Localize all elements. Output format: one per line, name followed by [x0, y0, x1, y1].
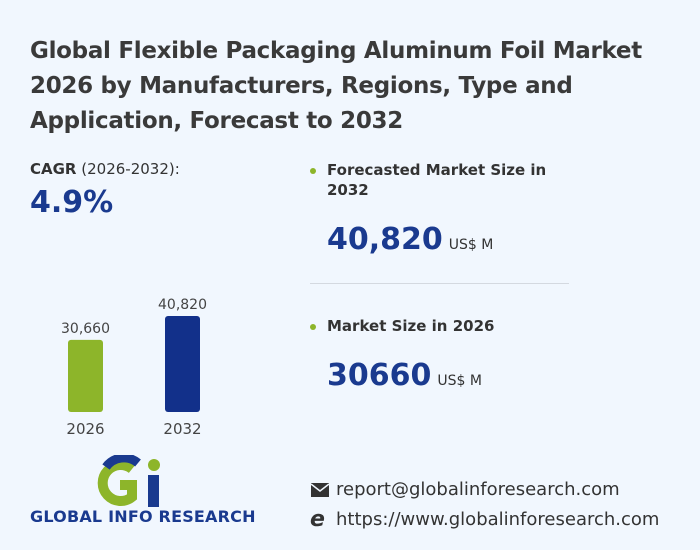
bar-2026 [68, 339, 103, 412]
category-label: 2032 [163, 420, 201, 438]
bar-2032 [165, 316, 200, 412]
website-text[interactable]: https://www.globalinforesearch.com [336, 509, 660, 530]
forecast-unit: US$ M [448, 237, 494, 253]
current-value: 30660 [327, 358, 432, 393]
cagr-period: (2026-2032): [81, 160, 180, 178]
cagr-label: CAGR (2026-2032): [30, 160, 180, 178]
website-link[interactable]: e https://www.globalinforesearch.com [310, 506, 660, 532]
page-title: Global Flexible Packaging Aluminum Foil … [30, 38, 642, 134]
forecast-kpi: Forecasted Market Size in 2032 40,820 US$… [310, 160, 560, 257]
data-label: 30,660 [61, 321, 110, 337]
current-value-row: 30660 US$ M [327, 358, 482, 393]
bullet-icon [310, 168, 316, 174]
current-label: Market Size in 2026 [327, 317, 495, 335]
envelope-icon [310, 482, 330, 497]
forecast-label: Forecasted Market Size in 2032 [327, 161, 547, 199]
forecast-value-row: 40,820 US$ M [327, 222, 493, 257]
bar-chart: 30,660 2026 40,820 2032 [61, 297, 207, 438]
logo-icon [97, 455, 160, 507]
cagr-value: 4.9% [30, 185, 114, 220]
category-label: 2026 [66, 420, 104, 438]
data-label: 40,820 [158, 297, 207, 313]
email-link[interactable]: report@globalinforesearch.com [310, 479, 620, 500]
current-unit: US$ M [437, 373, 482, 389]
forecast-value: 40,820 [327, 222, 443, 257]
email-text[interactable]: report@globalinforesearch.com [336, 479, 620, 500]
logo-text: GLOBAL INFO RESEARCH [30, 507, 256, 526]
divider [310, 283, 569, 284]
ie-browser-icon: e [310, 506, 325, 532]
bullet-icon [310, 324, 316, 330]
cagr-label-text: CAGR [30, 160, 77, 178]
current-kpi: Market Size in 2026 30660 US$ M [310, 316, 560, 393]
